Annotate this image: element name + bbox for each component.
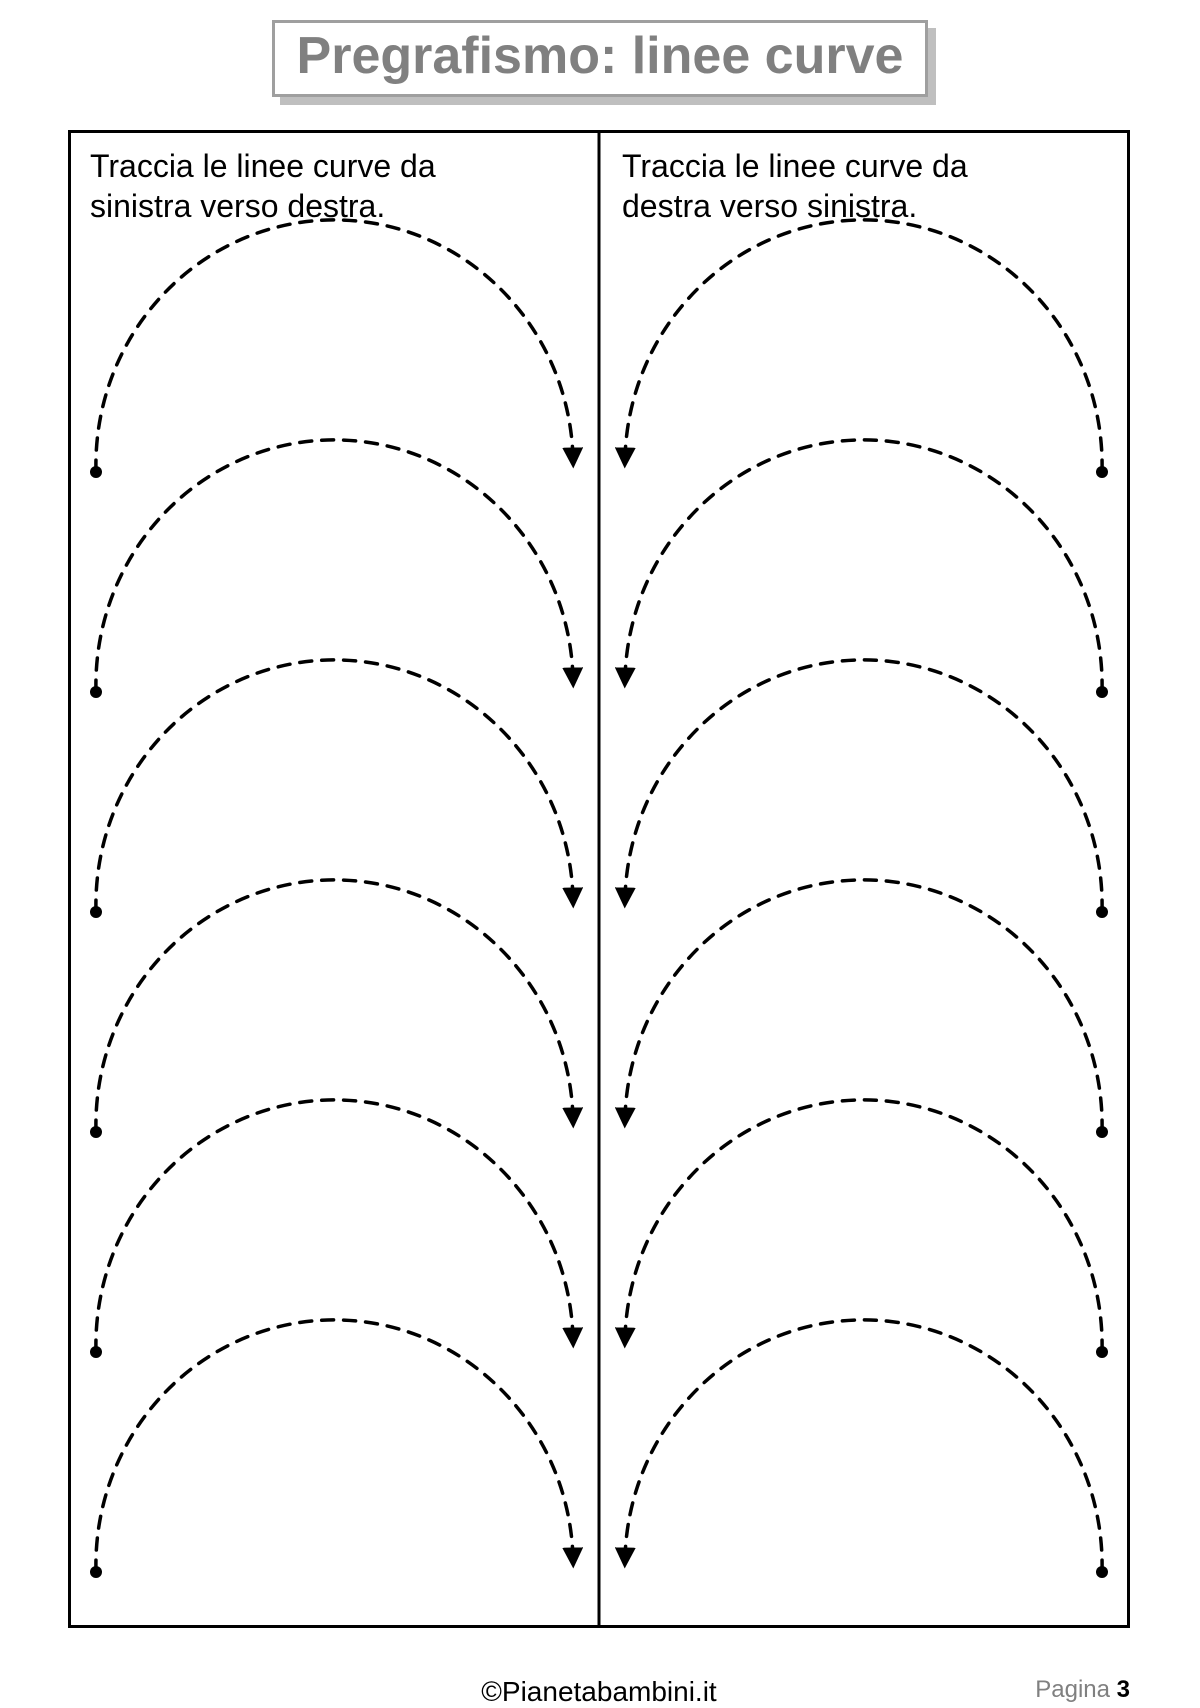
tracing-arcs bbox=[68, 130, 1130, 1628]
page-indicator: Pagina 3 bbox=[1035, 1676, 1130, 1704]
title-container: Pregrafismo: linee curve bbox=[0, 20, 1200, 97]
page-label: Pagina bbox=[1035, 1676, 1110, 1703]
page-number: 3 bbox=[1117, 1676, 1130, 1703]
copyright: ©Pianetabambini.it bbox=[68, 1676, 1130, 1708]
worksheet-page: Pregrafismo: linee curve Traccia le line… bbox=[0, 0, 1200, 1696]
page-title: Pregrafismo: linee curve bbox=[272, 20, 929, 97]
title-shadow: Pregrafismo: linee curve bbox=[272, 20, 929, 97]
